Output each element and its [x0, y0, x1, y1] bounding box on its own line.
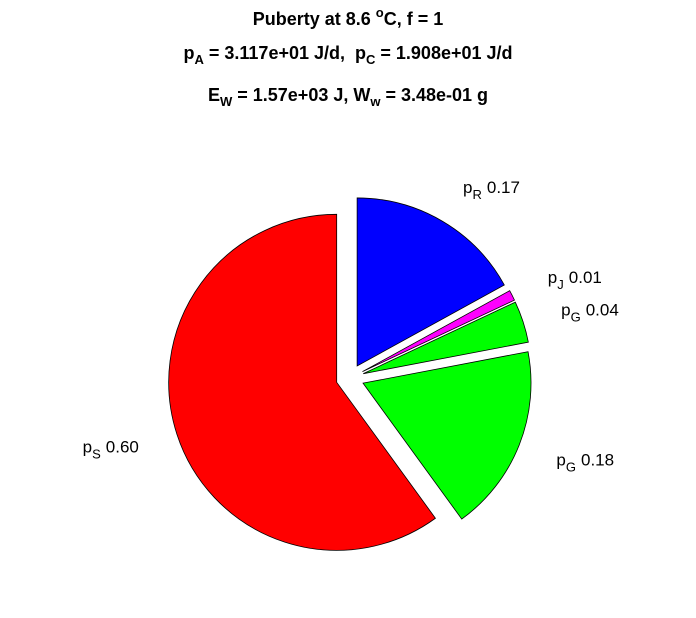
- title-segment: p: [183, 43, 194, 63]
- title-segment: = 1.908e+01 J/d: [375, 43, 512, 63]
- label-symbol: p: [83, 438, 92, 457]
- label-subscript: S: [92, 447, 101, 462]
- value-label: 0.04: [586, 300, 619, 319]
- label-symbol: p: [556, 451, 565, 470]
- title-segment: = 3.117e+01 J/d, p: [204, 43, 366, 63]
- slice-label: pG 0.04: [561, 300, 619, 324]
- title-segment: Puberty at 8.6: [253, 9, 376, 29]
- pie-slice: [362, 290, 516, 373]
- label-subscript: G: [571, 309, 581, 324]
- value-label: 0.60: [106, 438, 139, 457]
- pie-slice: [362, 351, 532, 520]
- label-symbol: p: [548, 268, 557, 287]
- value-label: 0.18: [581, 451, 614, 470]
- title-segment: = 3.48e-01 g: [380, 85, 488, 105]
- pie-slice: [356, 197, 505, 367]
- slice-label: pG 0.18: [556, 451, 614, 475]
- chart-title: EW = 1.57e+03 J, Ww = 3.48e-01 g: [208, 85, 488, 109]
- title-segment: o: [376, 5, 384, 20]
- label-symbol: p: [561, 300, 570, 319]
- chart-title: pA = 3.117e+01 J/d, pC = 1.908e+01 J/d: [183, 43, 512, 67]
- slice-label: pS 0.60: [83, 438, 139, 462]
- title-segment: = 1.57e+03 J, W: [232, 85, 370, 105]
- pie-slice: [168, 213, 436, 551]
- slice-label: pJ 0.01: [548, 268, 602, 292]
- label-subscript: R: [472, 187, 481, 202]
- label-subscript: G: [566, 460, 576, 475]
- chart-title: Puberty at 8.6 oC, f = 1: [253, 5, 444, 29]
- title-segment: C, f = 1: [384, 9, 444, 29]
- label-subscript: J: [557, 277, 564, 292]
- pie-slice: [363, 301, 529, 375]
- value-label: 0.17: [487, 178, 520, 197]
- title-segment: C: [366, 52, 376, 67]
- title-segment: E: [208, 85, 220, 105]
- title-segment: W: [220, 94, 233, 109]
- title-segment: w: [369, 94, 381, 109]
- slice-label: pR 0.17: [463, 178, 520, 202]
- label-symbol: p: [463, 178, 472, 197]
- title-segment: A: [194, 52, 204, 67]
- value-label: 0.01: [569, 268, 602, 287]
